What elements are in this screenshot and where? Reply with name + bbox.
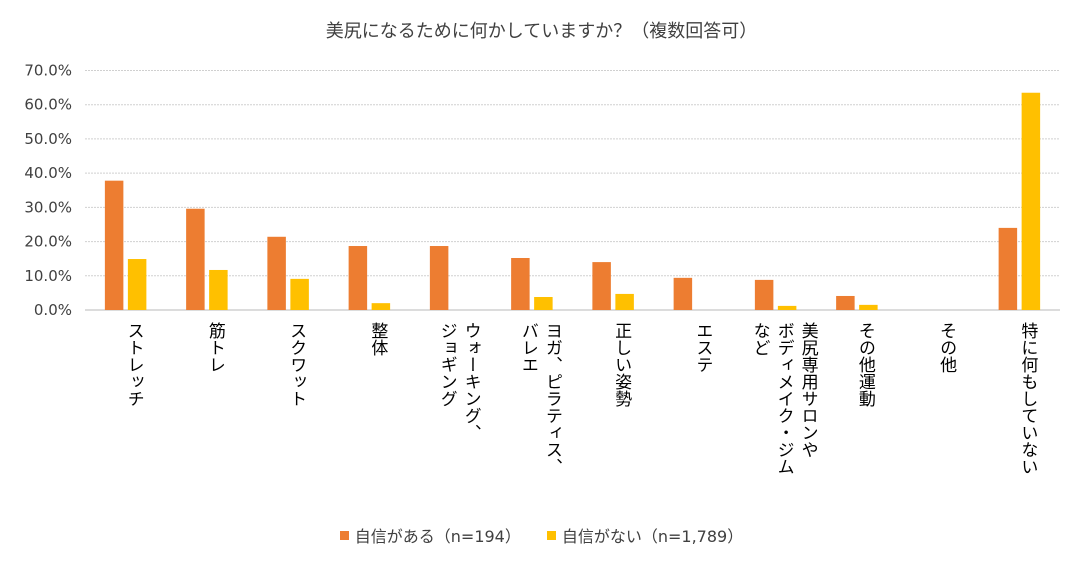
y-tick-label: 70.0% — [24, 62, 72, 80]
x-tick-label: その他 — [936, 322, 957, 373]
x-tick-label: 美尻専用サロンや ボディメイク・ジム など — [749, 322, 818, 475]
x-tick-label: スクワット — [286, 322, 307, 407]
legend: 自信がある（n=194） 自信がない（n=1,789） — [0, 523, 1083, 547]
y-tick-label: 40.0% — [24, 164, 72, 182]
bar-confident — [348, 246, 368, 310]
bar-confident — [186, 208, 205, 310]
x-tick-label: 筋トレ — [204, 322, 225, 373]
x-tick-label: 特に何もしていない — [1017, 322, 1038, 475]
bar-not-confident — [290, 278, 309, 310]
legend-item-confident: 自信がある（n=194） — [339, 523, 521, 547]
legend-label: 自信がある（n=194） — [354, 527, 521, 546]
legend-label: 自信がない（n=1,789） — [561, 527, 744, 546]
x-tick-label: その他運動 — [854, 322, 875, 407]
bar-not-confident — [859, 304, 878, 310]
y-tick-label: 20.0% — [24, 233, 72, 251]
x-tick-label: 整体 — [367, 322, 388, 356]
bar-confident — [267, 236, 286, 310]
bar-confident — [673, 277, 693, 310]
y-tick-label: 0.0% — [34, 301, 72, 319]
bar-not-confident — [127, 259, 147, 310]
y-tick-label: 50.0% — [24, 130, 72, 148]
y-tick-label: 10.0% — [24, 267, 72, 285]
x-tick-label: 正しい姿勢 — [611, 322, 632, 407]
bar-confident — [429, 246, 449, 310]
bar-confident — [836, 295, 855, 310]
bar-not-confident — [209, 269, 228, 310]
x-tick-label: エステ — [692, 322, 713, 373]
x-tick-label: ウォーキング、 ジョギング — [436, 322, 481, 441]
bar-confident — [104, 180, 124, 310]
chart-title: 美尻になるために何かしていますか？（複数回答可） — [325, 21, 758, 42]
legend-item-not-confident: 自信がない（n=1,789） — [546, 523, 744, 547]
bar-not-confident — [534, 296, 553, 310]
bar-not-confident — [1021, 92, 1041, 310]
bar-not-confident — [615, 293, 634, 310]
bar-confident — [592, 262, 611, 310]
bar-not-confident — [777, 305, 797, 310]
bar-confident — [754, 279, 774, 310]
x-tick-label: ヨガ、ピラティス、 バレエ — [517, 322, 562, 475]
x-tick-label: ストレッチ — [123, 322, 144, 407]
legend-swatch — [546, 530, 556, 540]
legend-swatch — [339, 530, 349, 540]
bar-confident — [998, 227, 1018, 310]
y-tick-label: 60.0% — [24, 96, 72, 114]
y-tick-label: 30.0% — [24, 198, 72, 216]
bar-confident — [511, 257, 530, 310]
bar-not-confident — [371, 303, 391, 310]
